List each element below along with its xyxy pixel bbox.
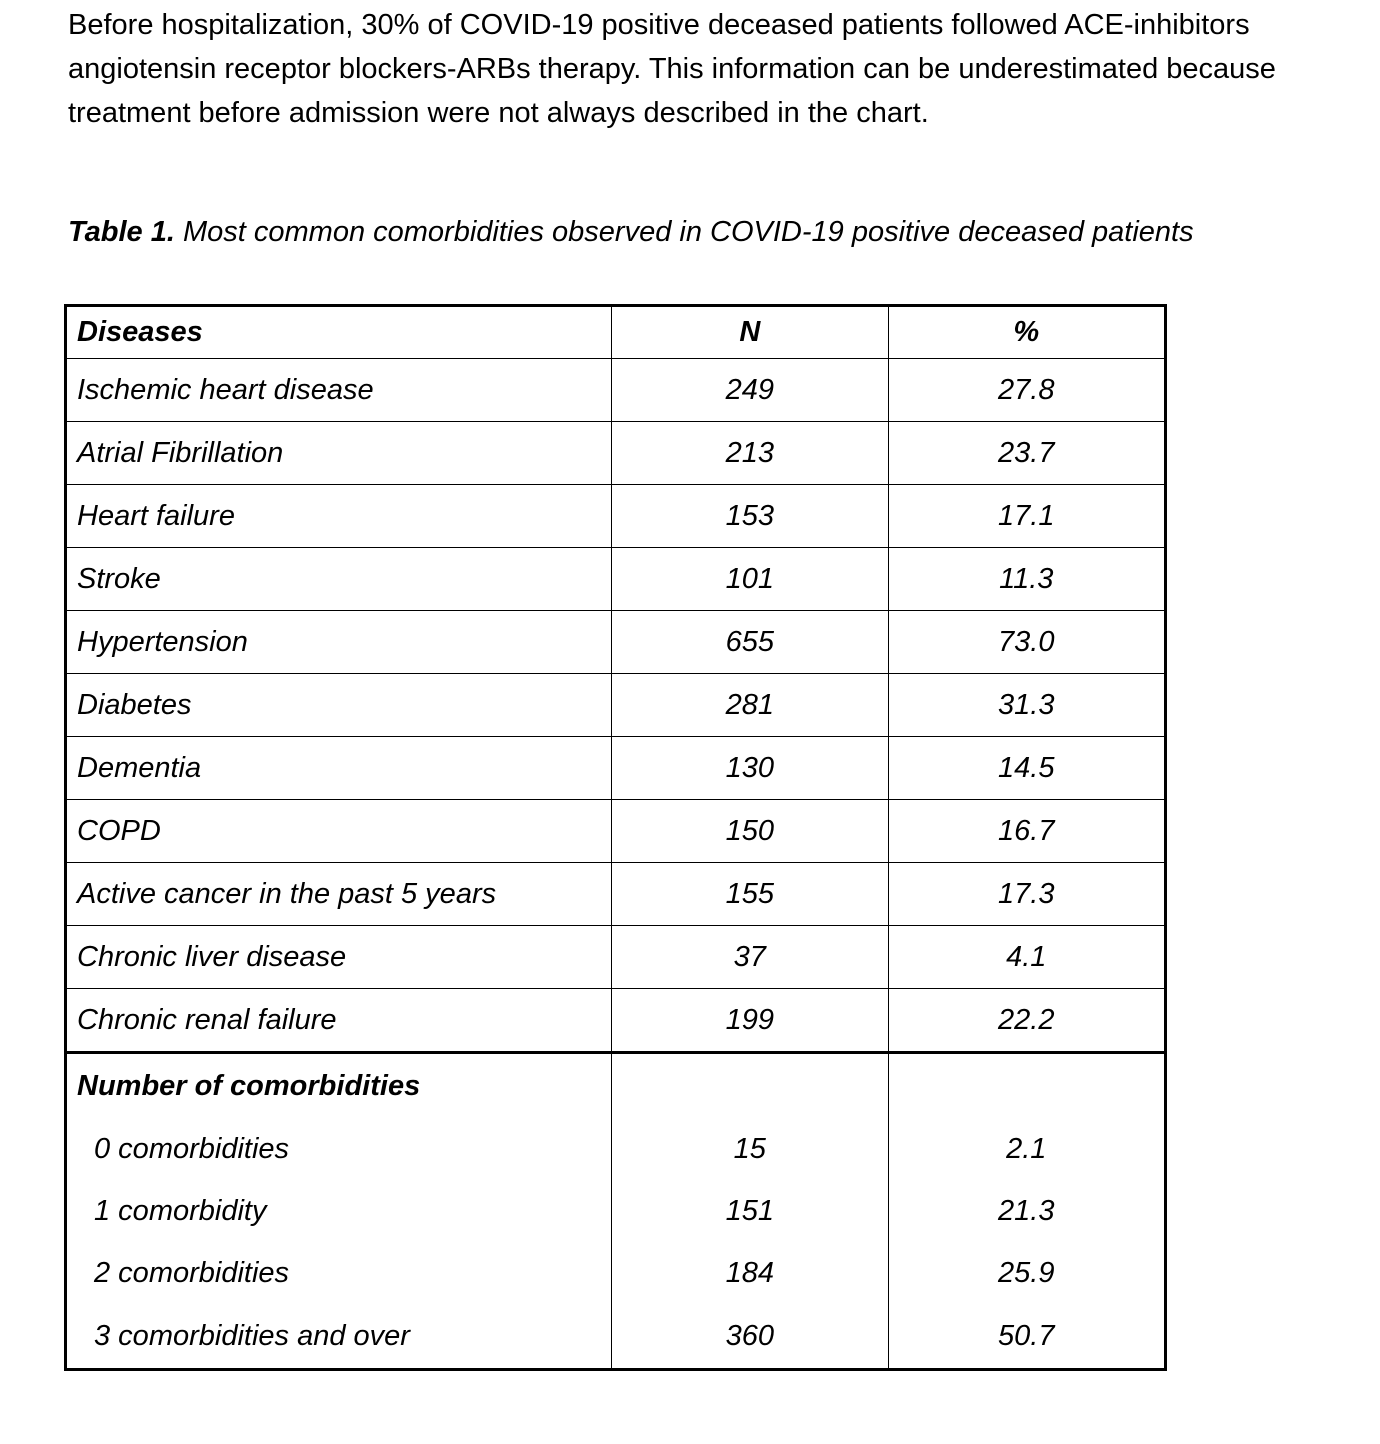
table-row: Chronic renal failure 199 22.2 bbox=[64, 988, 1167, 1054]
percent-cell: 50.7 bbox=[887, 1304, 1167, 1370]
percent-cell: 21.3 bbox=[887, 1180, 1167, 1242]
disease-cell: Diabetes bbox=[64, 673, 613, 737]
body-paragraph: Before hospitalization, 30% of COVID-19 … bbox=[68, 3, 1380, 135]
comorbidity-count-cell: 3 comorbidities and over bbox=[64, 1304, 613, 1370]
percent-cell: 4.1 bbox=[887, 925, 1167, 989]
disease-cell: Hypertension bbox=[64, 610, 613, 674]
table-row: 0 comorbidities 15 2.1 bbox=[64, 1118, 1167, 1180]
n-cell: 101 bbox=[611, 547, 889, 611]
comorbidities-table: Diseases N% Ischemic heart disease 249 27.8 A… bbox=[64, 304, 1167, 1371]
section-header-row: Number of comorbidities bbox=[64, 1052, 1167, 1118]
table-caption: Table 1. Most common comorbidities obser… bbox=[68, 216, 1194, 249]
n-cell: 199 bbox=[611, 988, 889, 1054]
section-title: Number of comorbidities bbox=[64, 1052, 613, 1118]
disease-cell: Active cancer in the past 5 years bbox=[64, 862, 613, 926]
n-cell: 281 bbox=[611, 673, 889, 737]
table-row: Atrial Fibrillation 213 23.7 bbox=[64, 421, 1167, 485]
table-row: Diseases N% bbox=[64, 305, 1167, 359]
percent-cell: 73.0 bbox=[887, 610, 1167, 674]
percent-cell: 27.8 bbox=[887, 358, 1167, 422]
disease-cell: Stroke bbox=[64, 547, 613, 611]
n-cell: 655 bbox=[611, 610, 889, 674]
disease-cell: Chronic liver disease bbox=[64, 925, 613, 989]
n-cell: 155 bbox=[611, 862, 889, 926]
percent-cell: 25.9 bbox=[887, 1242, 1167, 1304]
table-row: Ischemic heart disease 249 27.8 bbox=[64, 358, 1167, 422]
table-row: Stroke 101 11.3 bbox=[64, 547, 1167, 611]
n-cell: 153 bbox=[611, 484, 889, 548]
percent-cell: 16.7 bbox=[887, 799, 1167, 863]
table-row: 2 comorbidities 184 25.9 bbox=[64, 1242, 1167, 1304]
disease-cell: Heart failure bbox=[64, 484, 613, 548]
percent-cell: 31.3 bbox=[887, 673, 1167, 737]
percent-cell: 17.3 bbox=[887, 862, 1167, 926]
n-cell: 37 bbox=[611, 925, 889, 989]
header-n: N bbox=[611, 305, 889, 359]
paragraph-line: angiotensin receptor blockers-ARBs thera… bbox=[68, 53, 1276, 85]
percent-cell: 11.3 bbox=[887, 547, 1167, 611]
table-row: Hypertension 655 73.0 bbox=[64, 610, 1167, 674]
header-percent: % bbox=[887, 305, 1167, 359]
percent-cell: 22.2 bbox=[887, 988, 1167, 1054]
comorbidity-count-cell: 0 comorbidities bbox=[64, 1118, 613, 1180]
table-row: COPD 150 16.7 bbox=[64, 799, 1167, 863]
comorbidity-count-cell: 1 comorbidity bbox=[64, 1180, 613, 1242]
n-cell: 130 bbox=[611, 736, 889, 800]
n-cell: 15 bbox=[611, 1118, 889, 1180]
table-row: Diabetes 281 31.3 bbox=[64, 673, 1167, 737]
table-row: Chronic liver disease 37 4.1 bbox=[64, 925, 1167, 989]
table-row: 3 comorbidities and over 360 50.7 bbox=[64, 1304, 1167, 1370]
table-row: Heart failure 153 17.1 bbox=[64, 484, 1167, 548]
percent-cell: 23.7 bbox=[887, 421, 1167, 485]
table-row: 1 comorbidity 151 21.3 bbox=[64, 1180, 1167, 1242]
n-cell: 360 bbox=[611, 1304, 889, 1370]
empty-cell bbox=[611, 1052, 889, 1118]
percent-cell: 14.5 bbox=[887, 736, 1167, 800]
n-cell: 151 bbox=[611, 1180, 889, 1242]
disease-cell: COPD bbox=[64, 799, 613, 863]
n-cell: 184 bbox=[611, 1242, 889, 1304]
paragraph-line: Before hospitalization, 30% of COVID-19 … bbox=[68, 9, 1250, 41]
n-cell: 213 bbox=[611, 421, 889, 485]
n-cell: 150 bbox=[611, 799, 889, 863]
disease-cell: Atrial Fibrillation bbox=[64, 421, 613, 485]
disease-cell: Chronic renal failure bbox=[64, 988, 613, 1054]
disease-cell: Dementia bbox=[64, 736, 613, 800]
caption-text: Most common comorbidities observed in CO… bbox=[174, 216, 1194, 248]
percent-cell: 2.1 bbox=[887, 1118, 1167, 1180]
percent-cell: 17.1 bbox=[887, 484, 1167, 548]
table-row: Dementia 130 14.5 bbox=[64, 736, 1167, 800]
caption-label: Table 1. bbox=[68, 216, 175, 248]
comorbidity-count-cell: 2 comorbidities bbox=[64, 1242, 613, 1304]
n-cell: 249 bbox=[611, 358, 889, 422]
disease-cell: Ischemic heart disease bbox=[64, 358, 613, 422]
empty-cell bbox=[887, 1052, 1167, 1118]
table-row: Active cancer in the past 5 years 155 17.3 bbox=[64, 862, 1167, 926]
paragraph-line: treatment before admission were not alwa… bbox=[68, 97, 929, 129]
header-diseases: Diseases bbox=[64, 305, 613, 359]
